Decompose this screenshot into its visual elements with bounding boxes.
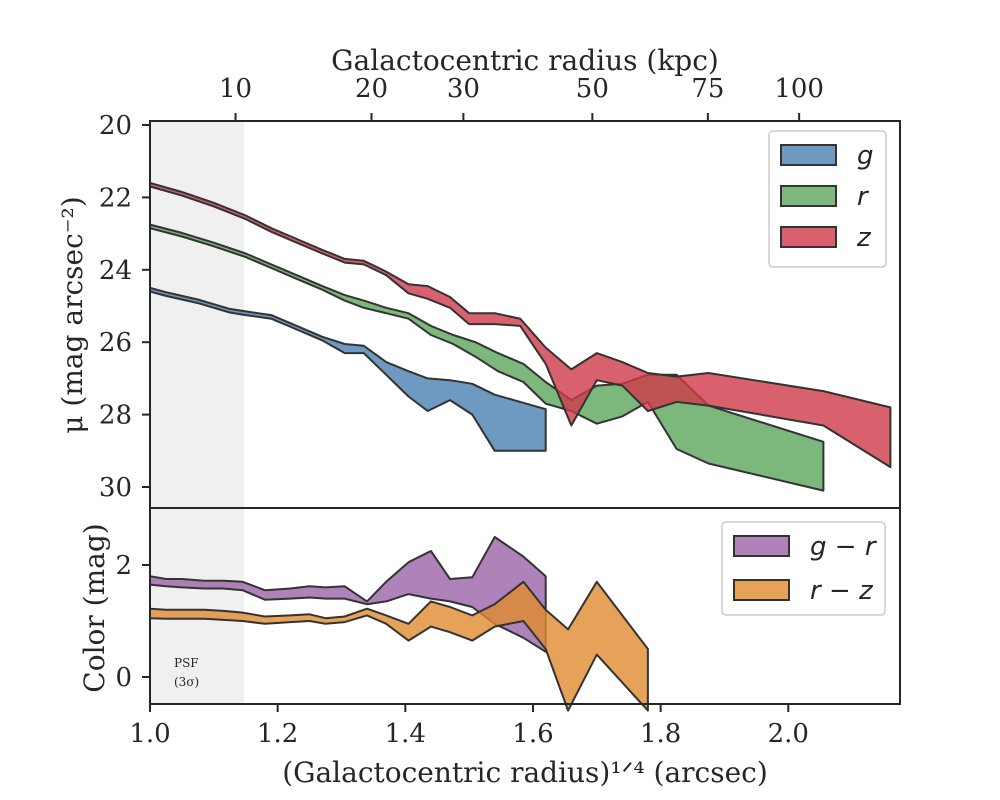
bottom-legend-swatch-0 — [733, 535, 790, 557]
top-legend-swatch-2 — [780, 226, 837, 248]
top-legend-label-2: z — [856, 223, 872, 253]
top-ytick-label-0: 20 — [99, 111, 132, 141]
bottom-ytick-label-0: 0 — [115, 663, 132, 693]
bottom-series-group — [149, 536, 649, 712]
kpc-tick-label-4: 75 — [691, 74, 724, 104]
bottom-x-axis-label: (Galactocentric radius)¹ᐟ⁴ (arcsec) — [282, 756, 768, 789]
top-ytick-label-4: 28 — [99, 401, 132, 431]
top-panel: 20 22 24 26 28 30 10 20 30 50 75 100 Galactocentri… — [56, 44, 901, 509]
top-axis-label: Galactocentric radius (kpc) — [331, 44, 719, 77]
kpc-tick-label-2: 30 — [447, 74, 480, 104]
top-series-2-band — [149, 181, 892, 469]
bottom-y-ticks: 02 — [115, 551, 150, 693]
top-kpc-ticks: 10 20 30 50 75 100 — [219, 74, 824, 121]
bottom-xtick-label-0: 1.0 — [129, 719, 170, 749]
bottom-xtick-label-1: 1.2 — [257, 719, 298, 749]
bottom-y-axis-label: Color (mag) — [78, 523, 111, 692]
top-ytick-label-2: 24 — [99, 256, 132, 286]
kpc-tick-label-0: 10 — [219, 74, 252, 104]
bottom-legend-label-0: g − r — [810, 532, 878, 562]
bottom-xtick-label-5: 2.0 — [768, 719, 809, 749]
top-ytick-label-5: 30 — [99, 473, 132, 503]
top-legend-swatch-0 — [780, 144, 837, 166]
bottom-legend-label-1: r − z — [810, 576, 874, 606]
kpc-tick-label-5: 100 — [774, 74, 824, 104]
top-series-group — [149, 181, 892, 492]
bottom-legend: g − r r − z — [721, 521, 886, 616]
bottom-plot-frame — [149, 507, 901, 705]
top-y-axis-label: μ (mag arcsec⁻²) — [56, 196, 89, 433]
bottom-xtick-label-4: 1.8 — [640, 719, 681, 749]
top-ytick-label-1: 22 — [99, 183, 132, 213]
bottom-xtick-label-2: 1.4 — [385, 719, 426, 749]
kpc-tick-label-3: 50 — [576, 74, 609, 104]
top-legend-label-0: g — [857, 141, 874, 171]
bottom-x-ticks: 1.0 1.2 1.4 1.6 1.8 2.0 — [129, 704, 809, 749]
bottom-ytick-label-1: 2 — [115, 551, 132, 581]
top-series-0-band — [149, 286, 547, 452]
bottom-series-1-band — [149, 580, 649, 712]
psf-label: PSF — [174, 656, 199, 670]
top-ytick-label-3: 26 — [99, 328, 132, 358]
psf-region-top — [150, 121, 244, 508]
top-legend-label-1: r — [857, 182, 870, 212]
psf-region-bottom — [150, 508, 244, 704]
bottom-panel: 02 1.0 1.2 1.4 1.6 1.8 2.0 (Galactocentric ra… — [78, 507, 901, 789]
top-legend: grz — [768, 130, 887, 268]
top-series-1-band — [149, 223, 825, 492]
psf-sigma-label: (3σ) — [174, 675, 199, 689]
kpc-tick-label-1: 20 — [355, 74, 388, 104]
top-legend-swatch-1 — [780, 185, 837, 207]
bottom-xtick-label-3: 1.6 — [512, 719, 553, 749]
bottom-legend-swatch-1 — [733, 579, 790, 601]
top-y-ticks: 20 22 24 26 28 30 — [99, 111, 150, 503]
